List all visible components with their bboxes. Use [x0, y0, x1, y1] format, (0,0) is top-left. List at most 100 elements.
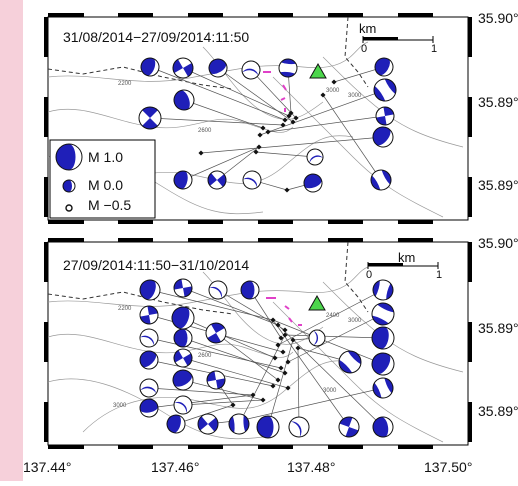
- frame-tick: [468, 97, 472, 137]
- beachball-outline: [373, 78, 397, 102]
- scale-start: 0: [361, 43, 367, 55]
- hypocenter-marker: [198, 150, 204, 156]
- hypocenter-marker: [285, 359, 291, 365]
- focal-mechanism: [242, 170, 262, 190]
- beachball-outline: [173, 89, 195, 111]
- beachball-compressional: [140, 399, 158, 413]
- focal-mechanism: [372, 126, 394, 148]
- frame-tick: [258, 13, 293, 17]
- frame-tick: [328, 238, 363, 242]
- y-tick-label: 35.90°: [478, 235, 518, 251]
- beachball-outline: [138, 106, 162, 130]
- contour-elevation-label: 2200: [118, 81, 132, 87]
- frame-tick: [44, 177, 48, 217]
- connector-line: [182, 287, 279, 326]
- beachball-compressional: [173, 59, 193, 77]
- focal-mechanism: [308, 329, 326, 347]
- legend-small-symbol: [65, 204, 73, 212]
- beachball-outline: [62, 179, 76, 193]
- beachball-outline: [228, 413, 250, 435]
- y-tick-label: 35.89°: [478, 94, 518, 110]
- beachball-outline: [171, 306, 195, 330]
- x-tick-label: 137.50°: [424, 459, 472, 475]
- connector-line: [217, 67, 294, 123]
- beachball-outline: [338, 350, 362, 374]
- focal-mechanism: [139, 350, 159, 370]
- focal-mechanism: [138, 106, 162, 130]
- fault-line: [344, 241, 369, 313]
- focal-mechanism: [208, 280, 228, 300]
- beachball-compressional: [174, 350, 192, 366]
- beachball-compressional: [174, 171, 188, 189]
- focal-mechanism: [373, 78, 397, 102]
- hypocenter-marker: [282, 370, 288, 376]
- frame-tick: [118, 220, 153, 224]
- hypocenter-marker: [278, 335, 284, 341]
- beachball-outline: [207, 170, 227, 190]
- focal-mechanism: [370, 169, 392, 191]
- magenta-marker: [284, 305, 290, 310]
- frame-tick: [44, 402, 48, 442]
- beachball-outline: [374, 57, 394, 77]
- focal-mechanism: [139, 328, 159, 348]
- frame-tick: [44, 17, 48, 57]
- hypocenter-marker: [282, 327, 288, 333]
- focal-mechanism: [303, 173, 323, 193]
- beachball-compressional: [207, 323, 225, 343]
- y-tick-label: 35.90°: [478, 10, 518, 26]
- hypocenter-marker: [256, 144, 262, 150]
- panel-top-contours: 2200 2600 3000 3000: [47, 16, 464, 218]
- focal-mechanism: [338, 416, 360, 438]
- frame-tick: [328, 220, 363, 224]
- beachball-compressional: [141, 58, 156, 76]
- beachball-outline: [139, 378, 159, 398]
- focal-mechanism: [139, 305, 159, 325]
- beachball-outline: [206, 370, 226, 390]
- hypocenter-marker: [295, 345, 301, 351]
- focal-mechanism: [173, 89, 195, 111]
- beachball-outline: [372, 416, 394, 438]
- panel-top-period-label: 31/08/2014−27/09/2014:11:50: [63, 29, 249, 45]
- focal-mechanism: [197, 413, 219, 435]
- map-panel-top: 2200 2600 3000 3000 31/08/2014−27/09/2014:1…: [44, 13, 472, 224]
- hypocenter-marker: [278, 365, 284, 371]
- legend-symbols: [55, 143, 83, 212]
- panel-bottom-frame-ticks: [44, 238, 472, 449]
- panel-top-legend: M 1.0 M 0.0 M −0.5: [49, 139, 156, 219]
- beachball-outline: [375, 106, 395, 126]
- frame-tick: [44, 322, 48, 362]
- beachball-outline: [205, 322, 227, 344]
- beachball-outline: [308, 329, 326, 347]
- map-figure: 2200 2600 3000 3000 31/08/2014−27/09/2014:1…: [23, 10, 518, 475]
- fault-line: [47, 66, 234, 90]
- panel-top-focal-mechanisms: [138, 57, 397, 193]
- beachball-outline: [372, 377, 394, 399]
- beachball-compressional: [304, 174, 322, 189]
- beachball-outline: [197, 413, 219, 435]
- frame-tick: [468, 177, 472, 217]
- focal-mechanism: [240, 280, 260, 300]
- contour-elevation-label: 3000: [348, 318, 362, 324]
- connector-line: [250, 69, 297, 119]
- hypocenter-marker: [285, 385, 291, 391]
- connector-line: [255, 151, 316, 158]
- frame-tick: [118, 238, 153, 242]
- connector-line: [267, 115, 386, 133]
- frame-tick: [188, 238, 223, 242]
- connector-line: [182, 67, 290, 117]
- connector-line: [249, 289, 282, 339]
- frame-tick: [328, 445, 363, 449]
- frame-tick: [398, 238, 433, 242]
- connector-line: [215, 332, 279, 381]
- magenta-marker: [288, 317, 293, 323]
- frame-tick: [258, 445, 293, 449]
- y-tick-label: 35.89°: [478, 320, 518, 336]
- beachball-compressional: [290, 421, 302, 437]
- beachball-compressional: [209, 59, 227, 74]
- beachball-compressional: [242, 68, 259, 76]
- beachball-outline: [172, 57, 194, 79]
- panel-bottom-scale-bar: km 0 1: [366, 250, 442, 281]
- connector-line: [242, 387, 384, 421]
- beachball-outline: [208, 58, 228, 78]
- focal-mechanism: [288, 416, 310, 438]
